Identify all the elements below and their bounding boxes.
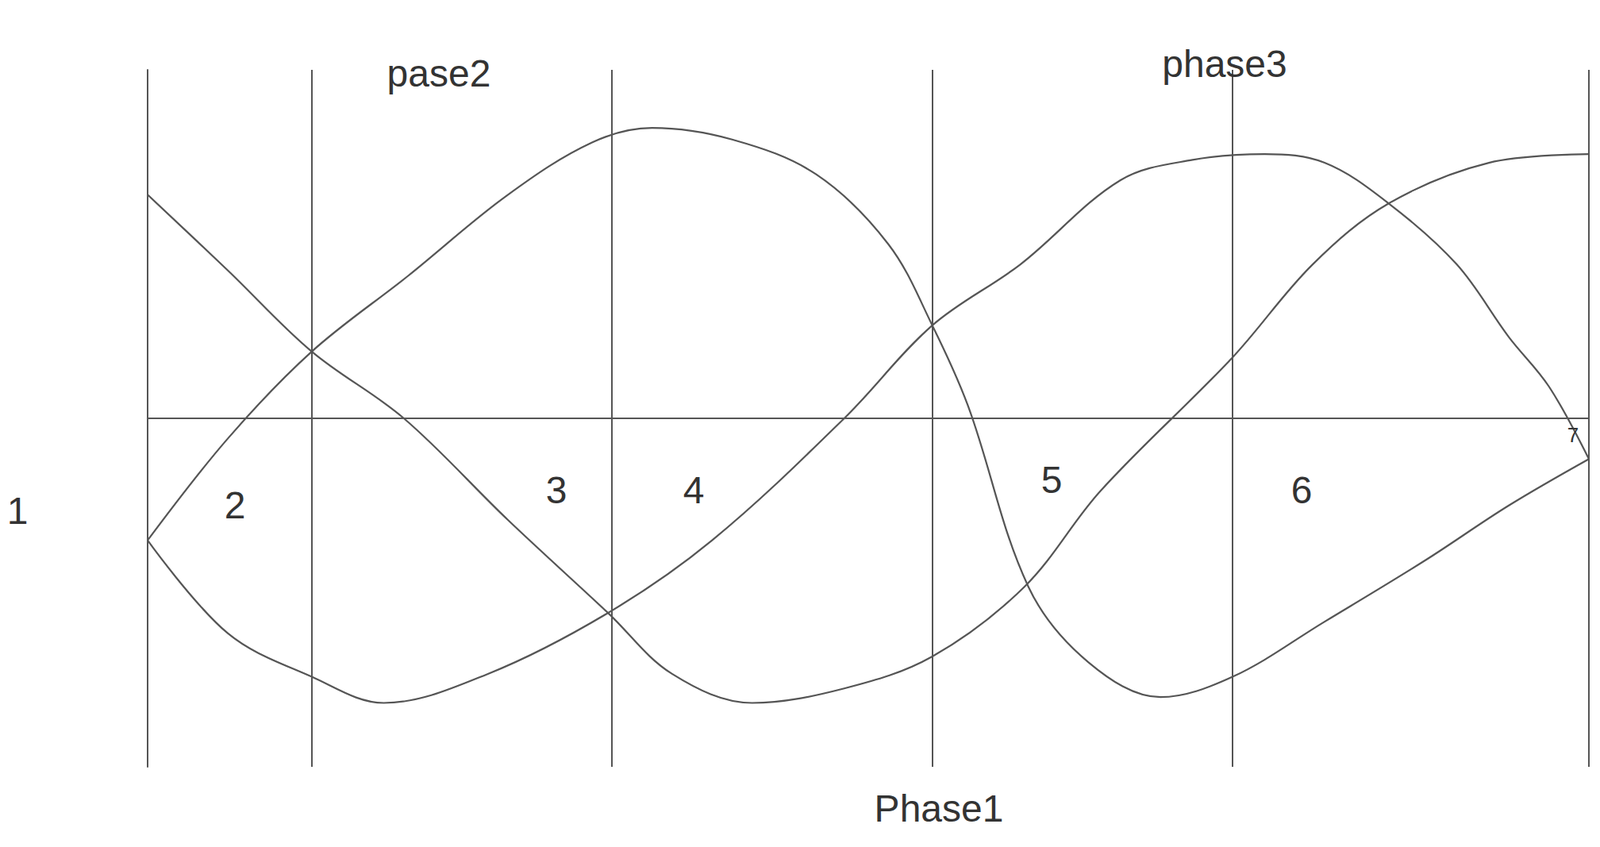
svg-text:2: 2 (224, 484, 247, 527)
svg-text:1: 1 (7, 489, 29, 532)
svg-text:phase3: phase3 (1161, 42, 1287, 85)
svg-text:pase2: pase2 (387, 52, 492, 95)
svg-text:3: 3 (546, 469, 568, 512)
svg-text:6: 6 (1291, 469, 1313, 512)
svg-text:5: 5 (1041, 458, 1063, 501)
svg-text:7: 7 (1567, 423, 1579, 447)
svg-text:Phase1: Phase1 (874, 787, 1004, 830)
svg-text:4: 4 (683, 469, 705, 512)
